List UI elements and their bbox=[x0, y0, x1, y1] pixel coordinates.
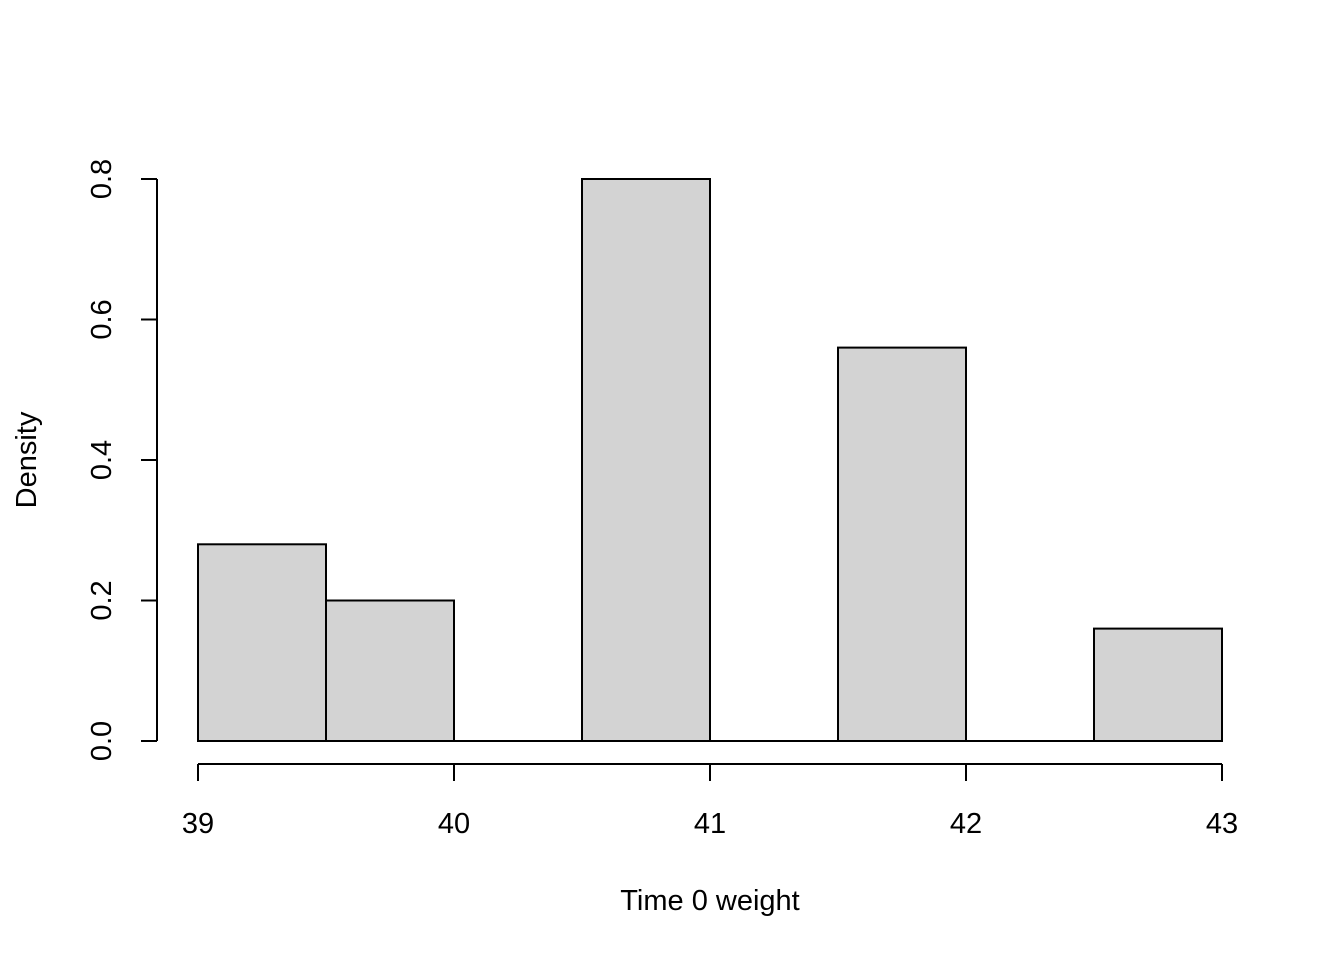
histogram-bar bbox=[197, 543, 327, 742]
histogram-bar bbox=[325, 599, 455, 742]
y-tick-label: 0.0 bbox=[86, 721, 118, 761]
y-axis: 0.0 0.2 0.4 0.6 0.8 bbox=[86, 159, 158, 761]
x-axis: 39 40 41 42 43 bbox=[182, 763, 1238, 840]
y-tick-label: 0.4 bbox=[86, 440, 118, 480]
x-axis-title: Time 0 weight bbox=[620, 885, 799, 917]
y-tick-label: 0.8 bbox=[86, 159, 118, 199]
y-tick-label: 0.6 bbox=[86, 299, 118, 339]
x-tick-label: 41 bbox=[694, 808, 726, 840]
histogram-bar bbox=[581, 178, 711, 742]
histogram-bar bbox=[1093, 627, 1223, 742]
x-tick-label: 42 bbox=[950, 808, 982, 840]
y-tick-label: 0.2 bbox=[86, 580, 118, 620]
x-tick-label: 40 bbox=[438, 808, 470, 840]
x-tick-label: 43 bbox=[1206, 808, 1238, 840]
x-tick-label: 39 bbox=[182, 808, 214, 840]
histogram-bars bbox=[197, 178, 1223, 742]
y-axis-title: Density bbox=[11, 411, 43, 508]
histogram-bar bbox=[837, 346, 967, 742]
